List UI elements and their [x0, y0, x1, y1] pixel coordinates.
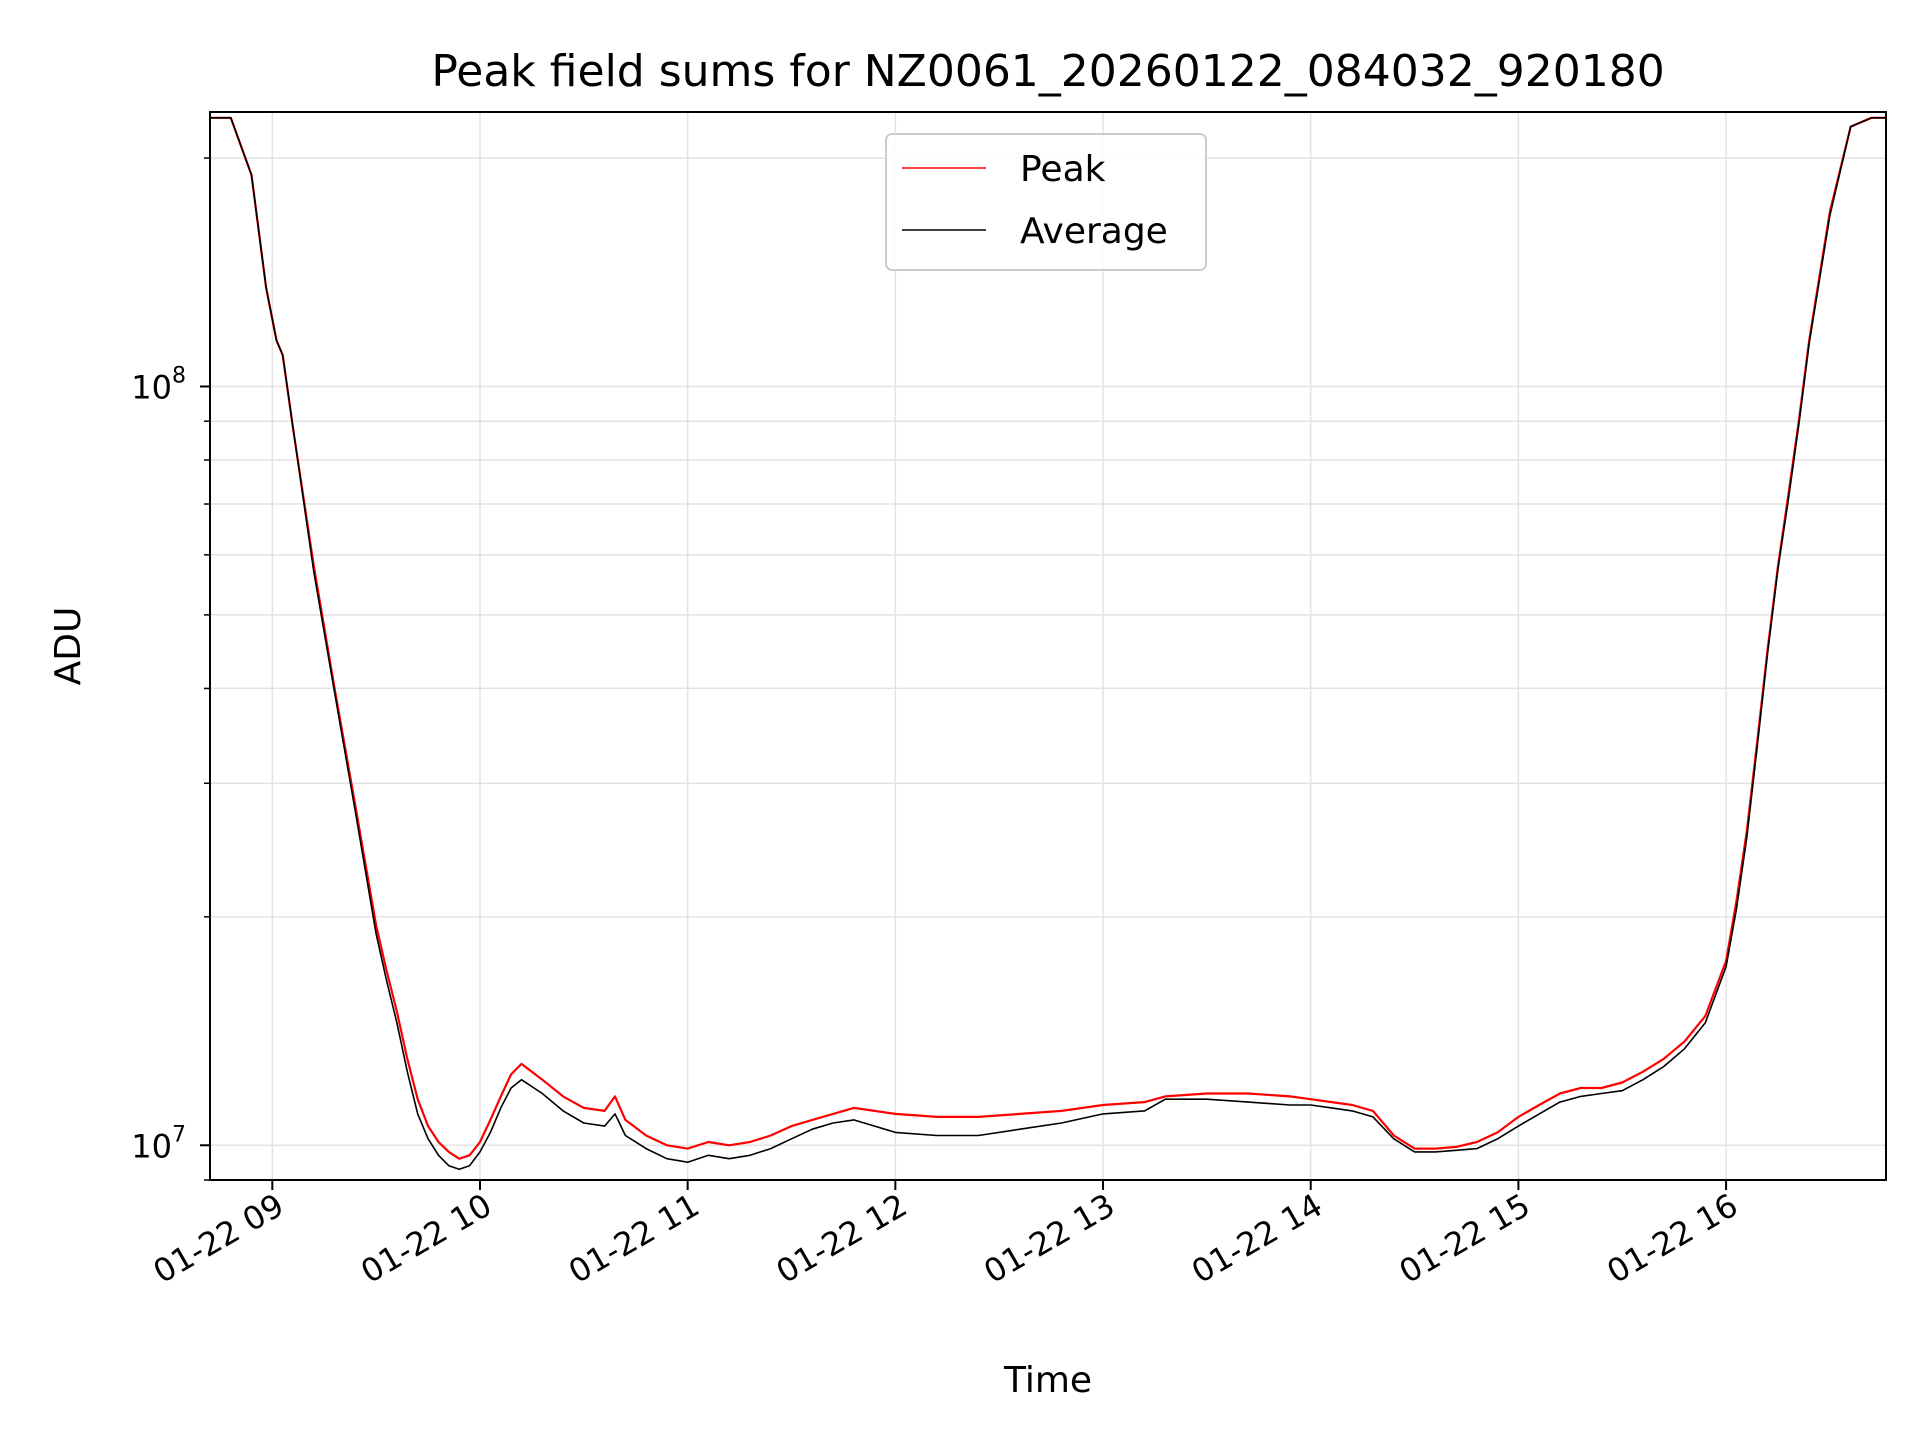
- chart-title: Peak field sums for NZ0061_20260122_0840…: [431, 46, 1664, 97]
- series-line-peak: [210, 116, 1886, 1160]
- x-axis-label: Time: [1003, 1360, 1092, 1401]
- series-line-average: [210, 117, 1886, 1170]
- legend-label-average: Average: [1020, 211, 1168, 252]
- y-axis-label: ADU: [48, 607, 89, 686]
- y-tick-label: 108: [131, 363, 186, 406]
- legend-label-peak: Peak: [1020, 149, 1106, 190]
- plot-area-frame: [209, 111, 1887, 1181]
- y-tick-label: 107: [131, 1122, 186, 1165]
- legend: Peak Average: [885, 133, 1207, 271]
- series-lines: [210, 116, 1886, 1170]
